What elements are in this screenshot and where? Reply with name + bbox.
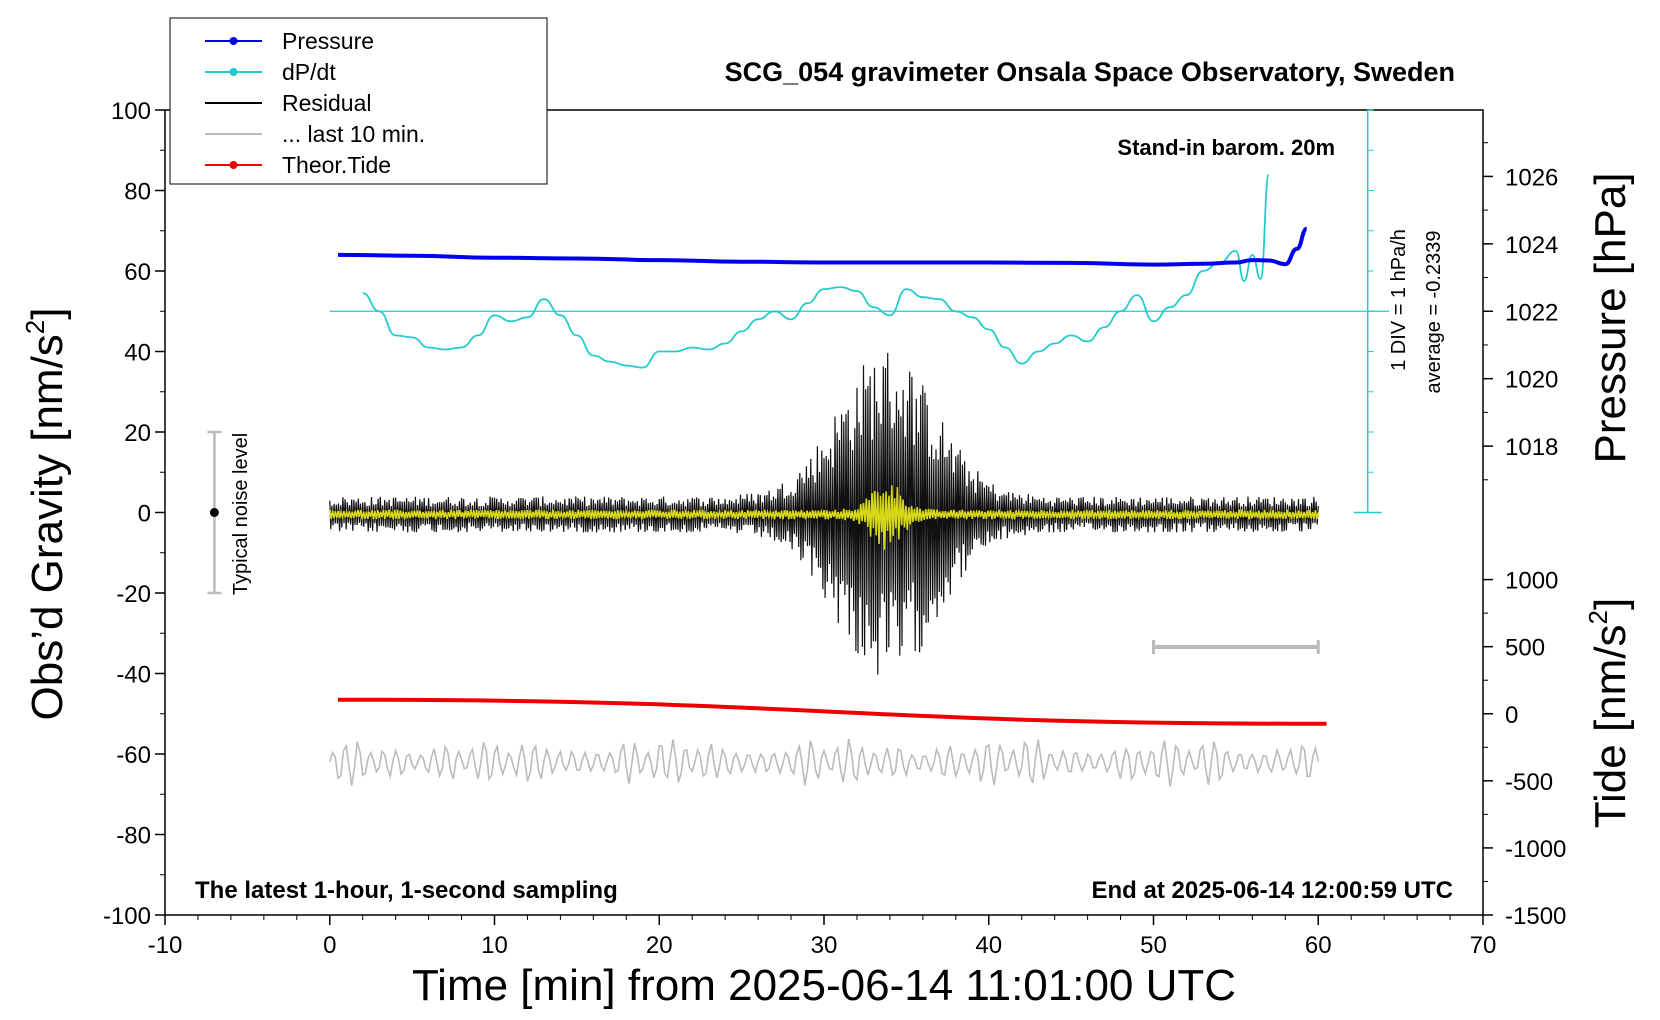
y-axis-label-sup: 2 bbox=[20, 320, 50, 334]
series-pressure-line bbox=[337, 226, 1308, 267]
x-tick-label: 10 bbox=[481, 932, 508, 959]
legend-marker bbox=[229, 37, 238, 45]
series-dpdt-line bbox=[362, 173, 1270, 369]
legend-marker bbox=[229, 161, 238, 169]
pressure-tick-label: 1020 bbox=[1505, 367, 1558, 394]
y-tick-label: -20 bbox=[116, 581, 151, 608]
y-axis-label-text: Obs’d Gravity [nm/s bbox=[23, 334, 72, 720]
legend-label: Pressure bbox=[282, 28, 374, 54]
tide-tick-label: -1500 bbox=[1505, 903, 1566, 930]
tide-tick-label: 1000 bbox=[1505, 568, 1558, 595]
pressure-tick-label: 1018 bbox=[1505, 434, 1558, 461]
x-tick-label: 20 bbox=[646, 932, 673, 959]
y-tick-label: 40 bbox=[124, 340, 151, 367]
legend-box bbox=[169, 17, 548, 185]
tide-tick-labels: -1500 -1000 -500 0 500 1000 bbox=[1505, 568, 1566, 930]
tide-tick-label: 0 bbox=[1505, 702, 1518, 729]
y-tick-label: 20 bbox=[124, 420, 151, 447]
x-tick-label: -10 bbox=[148, 932, 183, 959]
y-axis-label-end: ] bbox=[23, 307, 72, 319]
x-tick-label: 40 bbox=[975, 932, 1002, 959]
x-tick-label: 50 bbox=[1140, 932, 1167, 959]
series-residual-line bbox=[329, 352, 1319, 675]
pressure-tick-label: 1022 bbox=[1505, 299, 1558, 326]
stand-in-note: Stand-in barom. 20m bbox=[1117, 135, 1335, 160]
pressure-tick-label: 1024 bbox=[1505, 232, 1558, 259]
x-tick-label: 30 bbox=[811, 932, 838, 959]
y-tick-labels: -100 -80 -60 -40 -20 0 20 40 60 80 100 bbox=[103, 98, 151, 930]
y-tick-label: -100 bbox=[103, 903, 151, 930]
tide-tick-label: 500 bbox=[1505, 635, 1545, 662]
y-tick-label: 0 bbox=[138, 501, 151, 528]
x-tick-label: 70 bbox=[1470, 932, 1497, 959]
pressure-tick-label: 1026 bbox=[1505, 164, 1558, 191]
series-layer bbox=[329, 173, 1390, 787]
y-axis-label: Obs’d Gravity [nm/s2] bbox=[20, 307, 72, 720]
legend-label: Theor.Tide bbox=[282, 152, 391, 178]
noise-level-bar bbox=[207, 430, 222, 595]
tide-tick-label: -500 bbox=[1505, 769, 1553, 796]
legend-marker bbox=[229, 68, 238, 76]
average-note: average = -0.2339 bbox=[1423, 231, 1445, 394]
noise-bar-dot bbox=[209, 508, 219, 517]
legend-label: Residual bbox=[282, 90, 372, 116]
y-tick-label: 100 bbox=[111, 98, 151, 125]
x-tick-labels: -10 0 10 20 30 40 50 60 70 bbox=[148, 932, 1497, 959]
y-tick-label: 80 bbox=[124, 179, 151, 206]
legend: Pressure dP/dt Residual ... last 10 min. The… bbox=[169, 17, 548, 185]
legend-label: dP/dt bbox=[282, 59, 336, 85]
noise-note: Typical noise level bbox=[230, 433, 252, 595]
y-tick-label: -60 bbox=[116, 742, 151, 769]
series-tide-line bbox=[337, 697, 1327, 726]
pressure-axis-label: Pressure [hPa] bbox=[1586, 172, 1635, 463]
pressure-tick-labels: 1018 1020 1022 1024 1026 bbox=[1505, 164, 1558, 461]
end-at-note: End at 2025-06-14 12:00:59 UTC bbox=[1092, 877, 1454, 904]
y-tick-label: 60 bbox=[124, 259, 151, 286]
series-residual-filtered-line bbox=[329, 485, 1320, 550]
tide-axis-label: Tide [nm/s2] bbox=[1583, 598, 1635, 828]
scale-div-note: 1 DIV = 1 hPa/h bbox=[1388, 229, 1410, 371]
x-tick-label: 60 bbox=[1305, 932, 1332, 959]
chart-title: SCG_054 gravimeter Onsala Space Observat… bbox=[725, 57, 1455, 87]
y-tick-label: -80 bbox=[116, 823, 151, 850]
legend-entries: Pressure dP/dt Residual ... last 10 min. The… bbox=[205, 28, 425, 178]
axis-ticks bbox=[155, 109, 1493, 925]
legend-label: ... last 10 min. bbox=[282, 121, 425, 147]
latest-note: The latest 1-hour, 1-second sampling bbox=[195, 877, 618, 904]
series-last10-line bbox=[329, 738, 1320, 787]
tide-axis-label-end: ] bbox=[1586, 598, 1635, 610]
x-axis-label: Time [min] from 2025-06-14 11:01:00 UTC bbox=[412, 961, 1236, 1010]
y-tick-label: -40 bbox=[116, 662, 151, 689]
tide-axis-label-text: Tide [nm/s bbox=[1586, 624, 1635, 828]
tide-axis-label-sup: 2 bbox=[1583, 610, 1613, 624]
last10-range-bar bbox=[1152, 640, 1320, 654]
x-tick-label: 0 bbox=[323, 932, 336, 959]
tide-tick-label: -1000 bbox=[1505, 836, 1566, 863]
